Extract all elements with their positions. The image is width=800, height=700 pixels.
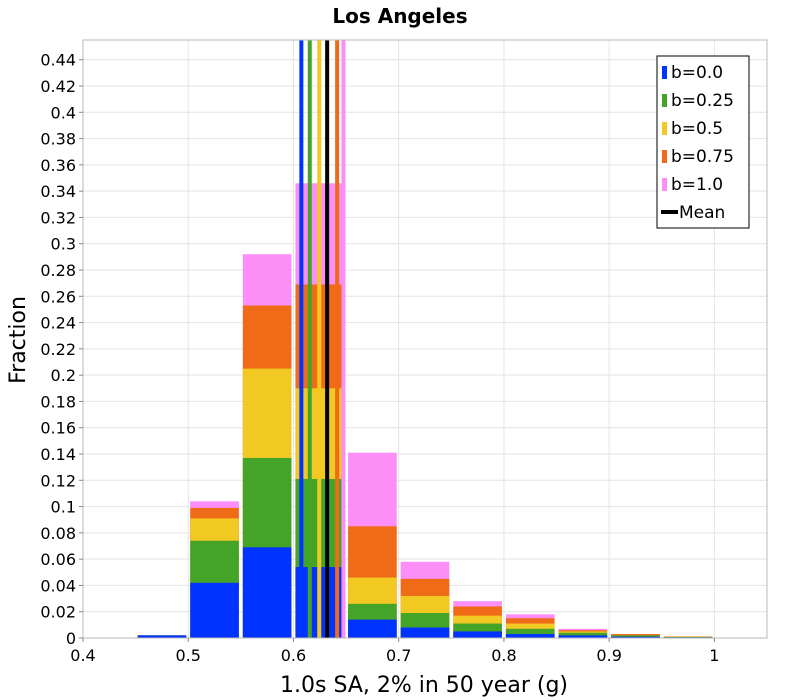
legend: b=0.0 b=0.25 b=0.5 b=0.75 b=1.0 Mean (656, 55, 750, 229)
y-tick-label: 0.44 (40, 51, 76, 70)
y-axis-ticks: 0 0.02 0.04 0.06 0.08 0.1 0.12 0.14 0.16 0.18 0.2 0… (40, 51, 83, 648)
bar-b-0-25 (505, 628, 555, 638)
legend-swatch (662, 150, 667, 163)
x-tick-label: 0.9 (596, 646, 621, 665)
bar-b-0-25 (611, 635, 660, 638)
y-tick-label: 0.24 (40, 314, 76, 333)
x-tick-label: 0.4 (70, 646, 95, 665)
x-tick-label: 1 (709, 646, 719, 665)
legend-swatch (662, 66, 667, 79)
legend-swatch (662, 94, 667, 107)
bar-b-0-0 (505, 634, 555, 638)
x-tick-label: 0.8 (491, 646, 516, 665)
y-tick-label: 0.32 (40, 208, 76, 227)
bar-b-0-0 (400, 627, 450, 638)
legend-label: Mean (679, 203, 725, 223)
bar-b-0-0 (137, 635, 187, 638)
bar-b-0-0 (190, 582, 239, 638)
y-tick-label: 0.04 (40, 576, 76, 595)
y-tick-label: 0.22 (40, 340, 76, 359)
x-tick-label: 0.5 (176, 646, 201, 665)
legend-label: b=0.25 (671, 91, 734, 111)
legend-swatch (662, 178, 667, 191)
legend-label: b=0.75 (671, 147, 734, 167)
bar-b-0-0 (558, 635, 608, 638)
bar-b-0-0 (611, 636, 660, 638)
y-axis-label: Fraction (6, 296, 31, 384)
y-tick-label: 0.1 (51, 498, 76, 517)
y-tick-label: 0.26 (40, 287, 76, 306)
x-axis-label: 1.0s SA, 2% in 50 year (g) (280, 673, 568, 698)
y-tick-label: 0.12 (40, 471, 76, 490)
y-tick-label: 0.16 (40, 419, 76, 438)
y-tick-label: 0.3 (51, 235, 76, 254)
y-tick-label: 0.42 (40, 77, 76, 96)
x-axis-ticks: 0.4 0.5 0.6 0.7 0.8 0.9 1 (70, 638, 719, 665)
x-tick-label: 0.6 (281, 646, 306, 665)
legend-label: b=0.0 (671, 63, 723, 83)
y-tick-label: 0.36 (40, 156, 76, 175)
legend-swatch (662, 122, 667, 135)
y-tick-label: 0.28 (40, 261, 76, 280)
bar-b-0-0 (242, 547, 292, 638)
legend-label: b=0.5 (671, 119, 723, 139)
stacked-bars (137, 183, 713, 638)
y-tick-label: 0.34 (40, 182, 76, 201)
legend-swatch (661, 210, 678, 214)
y-tick-label: 0.2 (51, 366, 76, 385)
y-tick-label: 0.02 (40, 603, 76, 622)
y-tick-label: 0.38 (40, 130, 76, 149)
y-tick-label: 0.4 (51, 103, 76, 122)
bar-b-0-0 (348, 619, 397, 638)
legend-label: b=1.0 (671, 175, 723, 195)
y-tick-label: 0.14 (40, 445, 76, 464)
chart-title: Los Angeles (332, 4, 467, 28)
legend-box (656, 55, 750, 229)
bar-b-0-0 (453, 631, 502, 638)
x-tick-label: 0.7 (386, 646, 411, 665)
y-tick-label: 0.06 (40, 550, 76, 569)
y-tick-label: 0.08 (40, 524, 76, 543)
plot-area-border (82, 39, 768, 639)
y-tick-label: 0.18 (40, 392, 76, 411)
y-tick-label: 0 (66, 629, 76, 648)
mean-lines (299, 40, 346, 638)
